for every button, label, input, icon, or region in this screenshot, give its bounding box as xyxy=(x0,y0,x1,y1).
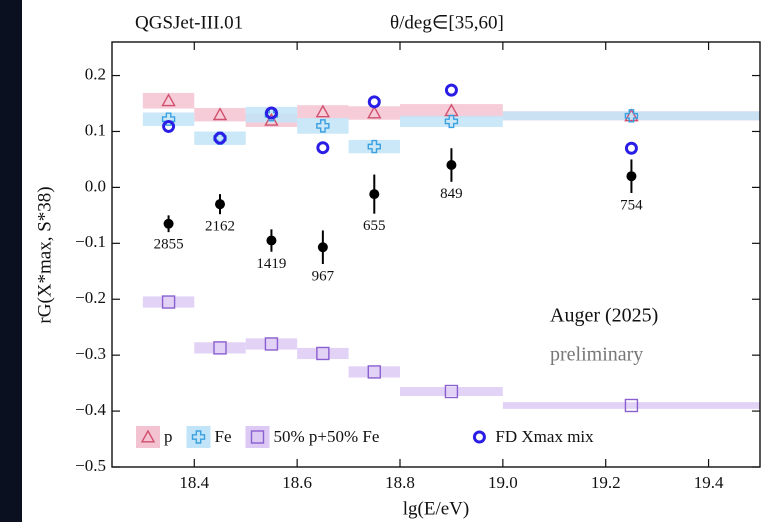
model-band xyxy=(400,115,503,127)
y-axis-label: rG(X*max, S*38) xyxy=(34,186,55,323)
marker xyxy=(213,341,227,355)
legend-label: FD Xmax mix xyxy=(495,427,594,446)
model-band xyxy=(502,111,760,121)
marker xyxy=(367,365,381,379)
legend-marker xyxy=(472,430,486,444)
count-label: 967 xyxy=(312,268,335,284)
model-band xyxy=(142,112,195,126)
model-band xyxy=(245,338,298,350)
count-label: 849 xyxy=(440,186,463,202)
marker xyxy=(367,95,381,109)
marker xyxy=(161,112,176,126)
marker xyxy=(161,93,176,107)
plot-frame xyxy=(111,41,761,468)
x-tick-label: 18.4 xyxy=(179,473,209,492)
marker xyxy=(161,295,176,309)
x-tick-label: 18.8 xyxy=(385,473,415,492)
model-band xyxy=(194,131,246,145)
annotation: Auger (2025) xyxy=(550,305,658,327)
annotation: preliminary xyxy=(550,344,643,366)
model-band xyxy=(194,342,246,354)
marker xyxy=(446,160,457,171)
marker xyxy=(367,139,381,154)
y-tick-label: −0.2 xyxy=(75,288,106,307)
x-axis-label: lg(E/eV) xyxy=(403,498,469,519)
y-tick-label: −0.5 xyxy=(75,456,106,475)
legend-label: Fe xyxy=(215,427,232,446)
model-band xyxy=(194,107,246,122)
legend-marker xyxy=(250,430,265,444)
model-band xyxy=(502,402,760,409)
legend-label: p xyxy=(164,427,173,446)
x-tick-label: 19.0 xyxy=(488,473,518,492)
marker xyxy=(316,346,330,361)
count-label: 655 xyxy=(363,218,386,234)
marker xyxy=(444,384,459,399)
model-band xyxy=(400,387,503,396)
model-band xyxy=(348,139,400,154)
y-tick-label: 0.1 xyxy=(85,120,106,139)
marker xyxy=(316,141,330,155)
marker xyxy=(624,398,639,413)
model-band xyxy=(142,296,195,308)
legend-marker xyxy=(191,430,206,444)
model-band xyxy=(348,106,400,120)
marker xyxy=(369,189,380,200)
marker xyxy=(264,337,279,351)
marker xyxy=(444,114,459,129)
model-band xyxy=(297,347,349,360)
marker xyxy=(212,107,228,121)
marker xyxy=(626,171,637,182)
model-band xyxy=(297,105,349,119)
marker xyxy=(264,112,279,126)
marker xyxy=(315,104,331,118)
count-label: 2855 xyxy=(154,237,184,253)
marker xyxy=(624,141,638,155)
x-tick-label: 19.2 xyxy=(591,473,621,492)
legend-swatch xyxy=(136,426,160,448)
model-band xyxy=(400,104,503,118)
marker xyxy=(163,218,174,229)
legend-swatch xyxy=(186,426,211,448)
legend-marker xyxy=(140,429,156,443)
header-right: θ/deg∈[35,60] xyxy=(390,12,504,33)
model-band xyxy=(348,366,400,378)
y-tick-label: −0.3 xyxy=(75,344,106,363)
marker xyxy=(444,83,458,97)
marker xyxy=(215,199,225,210)
legend-label: 50% p+50% Fe xyxy=(274,427,380,446)
y-tick-label: 0.0 xyxy=(85,176,106,195)
y-tick-label: −0.4 xyxy=(75,400,106,419)
marker xyxy=(264,106,278,120)
model-band xyxy=(142,92,195,109)
y-tick-label: 0.2 xyxy=(85,64,106,83)
model-band xyxy=(297,118,349,134)
marker xyxy=(316,119,330,133)
marker xyxy=(162,119,176,133)
y-tick-label: −0.1 xyxy=(75,232,106,251)
marker xyxy=(624,108,639,122)
marker xyxy=(213,131,227,145)
marker xyxy=(624,109,639,123)
header-left: QGSJet-III.01 xyxy=(135,12,243,33)
count-label: 1419 xyxy=(256,256,286,272)
marker xyxy=(367,105,382,119)
count-label: 2162 xyxy=(205,219,235,235)
count-label: 754 xyxy=(620,197,643,213)
x-tick-label: 18.6 xyxy=(282,473,312,492)
panel xyxy=(22,0,776,522)
legend-swatch xyxy=(245,426,270,448)
marker xyxy=(317,242,328,253)
marker xyxy=(266,235,277,246)
x-tick-label: 19.4 xyxy=(694,473,724,492)
